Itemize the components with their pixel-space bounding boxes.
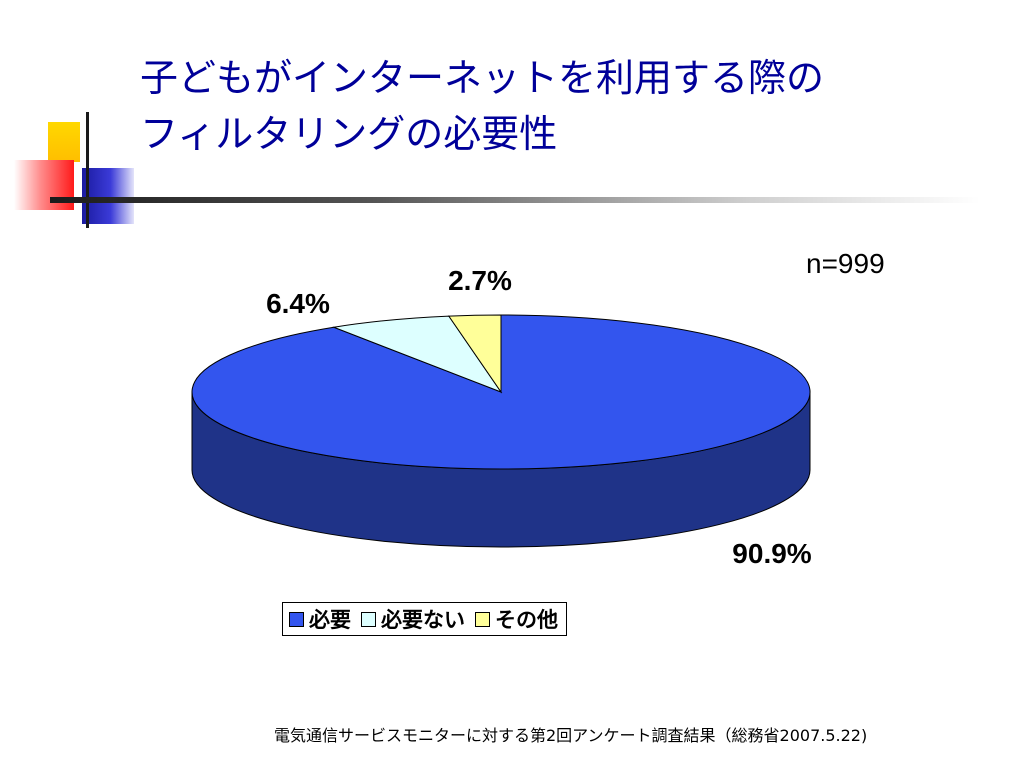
page-title: 子どもがインターネットを利用する際の フィルタリングの必要性 <box>140 50 824 162</box>
chart-legend: 必要 必要ない その他 <box>282 602 567 636</box>
title-line-1: 子どもがインターネットを利用する際の <box>140 56 825 100</box>
legend-item-0: 必要 <box>289 604 351 634</box>
pie-data-label-0: 90.9% <box>732 538 811 569</box>
pie-data-label-2: 2.7% <box>448 265 512 296</box>
pie-data-label-1: 6.4% <box>266 288 330 319</box>
decor-yellow-square <box>48 122 80 162</box>
sample-size-label: n=999 <box>806 248 885 279</box>
decor-blue-square <box>82 168 134 224</box>
legend-swatch <box>475 611 490 627</box>
pie-slice-2 <box>447 314 502 394</box>
title-underline <box>50 197 980 203</box>
legend-label: その他 <box>495 608 558 632</box>
legend-swatch <box>289 611 304 627</box>
source-note: 電気通信サービスモニターに対する第2回アンケート調査結果（総務省2007.5.2… <box>274 726 868 745</box>
legend-item-2: その他 <box>475 604 558 634</box>
pie-slice-1 <box>331 315 503 394</box>
legend-label: 必要 <box>309 608 351 632</box>
decor-vertical-line <box>86 112 89 228</box>
title-line-2: フィルタリングの必要性 <box>140 112 558 156</box>
legend-swatch <box>361 611 376 627</box>
pie-slice-0 <box>191 314 811 470</box>
pie-top <box>191 314 811 470</box>
legend-item-1: 必要ない <box>361 604 465 634</box>
legend-label: 必要ない <box>381 608 465 632</box>
